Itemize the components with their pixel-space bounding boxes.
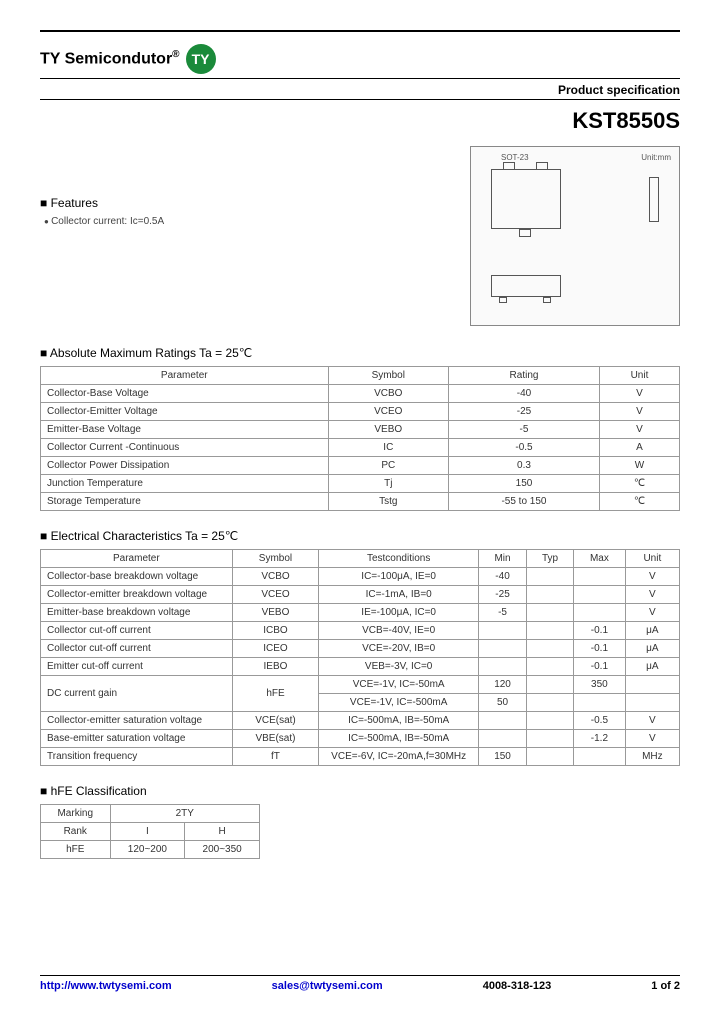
hfe-title: hFE Classification <box>40 784 680 798</box>
hfe-table: Marking2TYRankIHhFE120~200200~350 <box>40 804 260 859</box>
footer: http://www.twtysemi.com sales@twtysemi.c… <box>40 975 680 992</box>
footer-email: sales@twtysemi.com <box>272 980 383 992</box>
spec-label: Product specification <box>558 83 680 97</box>
abs-max-table: ParameterSymbolRatingUnit Collector-Base… <box>40 366 680 511</box>
footer-url: http://www.twtysemi.com <box>40 980 172 992</box>
elec-title: Electrical Characteristics Ta = 25℃ <box>40 529 680 543</box>
footer-phone: 4008-318-123 <box>483 980 552 992</box>
abs-max-title: Absolute Maximum Ratings Ta = 25℃ <box>40 346 680 360</box>
part-number: KST8550S <box>40 108 680 134</box>
brand-row: TY Semicondutor® TY <box>40 40 680 78</box>
brand-name: TY Semicondutor® <box>40 49 180 68</box>
brand-logo-icon: TY <box>186 44 216 74</box>
feature-item: Collector current: Ic=0.5A <box>44 216 164 227</box>
elec-table: ParameterSymbolTestconditionsMinTypMaxUn… <box>40 549 680 766</box>
features-title: Features <box>40 196 164 210</box>
package-diagram: SOT-23 Unit:mm <box>470 146 680 326</box>
footer-page: 1 of 2 <box>651 980 680 992</box>
